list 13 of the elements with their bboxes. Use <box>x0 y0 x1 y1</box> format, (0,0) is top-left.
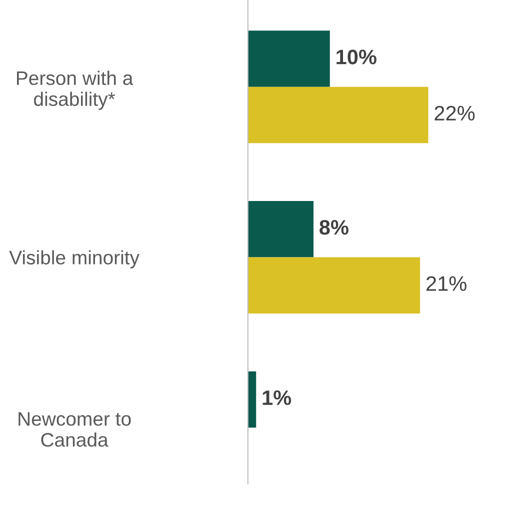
y-tick-label: Visible minority <box>9 250 140 268</box>
data-label: 1% <box>262 390 292 406</box>
bar <box>248 371 256 428</box>
data-label: 22% <box>434 106 475 121</box>
y-tick-label: Newcomer to Canada <box>18 412 131 447</box>
data-label: 21% <box>426 276 466 291</box>
bar <box>248 86 428 144</box>
bar <box>248 201 314 258</box>
bar <box>248 257 420 314</box>
y-tick-label: Person with a disability* <box>16 70 134 110</box>
data-label: 10% <box>336 50 376 64</box>
bar <box>248 30 330 87</box>
data-label: 8% <box>320 220 348 235</box>
